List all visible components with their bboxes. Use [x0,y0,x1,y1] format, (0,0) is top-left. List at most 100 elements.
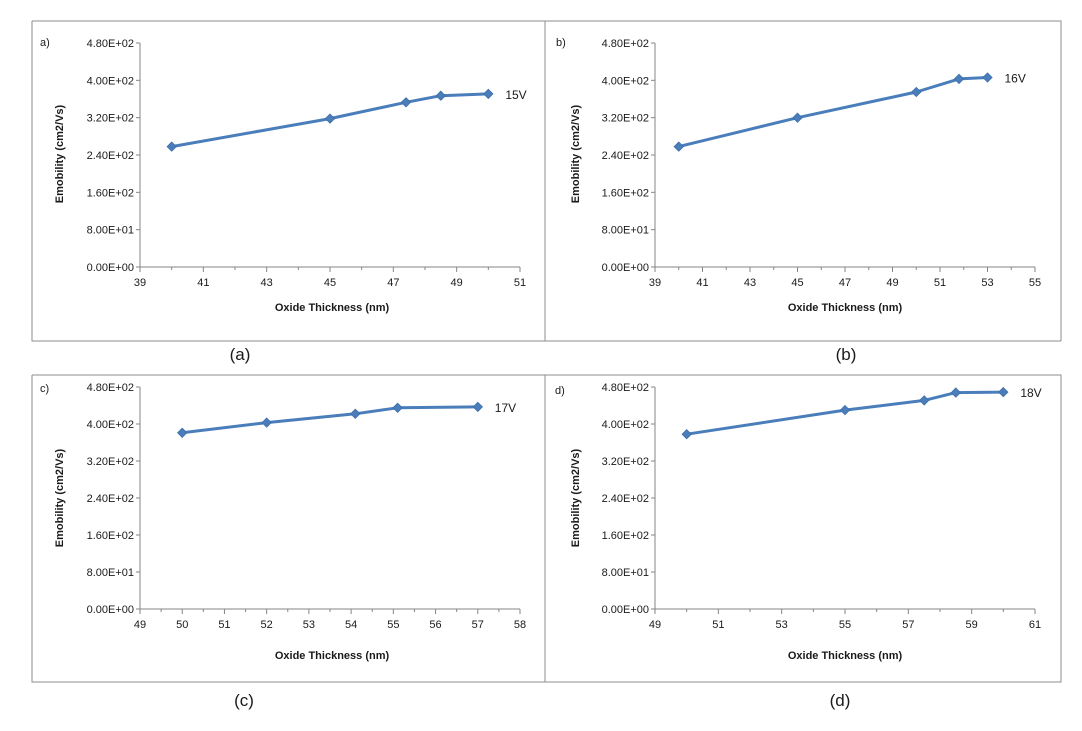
panel-b-series-line [677,76,989,149]
panel-d-data-point [950,387,961,398]
panel-c-y-tick-label: 8.00E+01 [87,567,134,579]
panel-a-y-tick-label: 0.00E+00 [87,262,134,274]
panel-b-ylabel: Emobility (cm2/Vs) [570,104,582,203]
panel-b-y-tick-label: 8.00E+01 [602,225,649,237]
panel-a-x-tick-label: 49 [451,277,463,289]
panel-a-caption: (a) [230,345,251,364]
panel-c-xlabel: Oxide Thickness (nm) [275,650,390,662]
panel-a-x-tick-label: 45 [324,277,336,289]
panel-d-x-tick-label: 61 [1029,619,1041,631]
frame-bottom-right [545,374,1062,683]
panel-a-data-point [435,90,446,101]
panel-c-x-tick-label: 52 [261,619,273,631]
panel-a-x-tick-label: 43 [261,277,273,289]
panel-b-caption: (b) [836,345,857,364]
panel-a-y-tick-label: 3.20E+02 [87,113,134,125]
panel-d-y-tick-label: 1.60E+02 [602,530,649,542]
panel-a-tag: a) [40,37,50,49]
panel-b-y-tick-label: 4.00E+02 [602,75,649,87]
panel-a-data-point [324,113,336,124]
panel-a: a) 0.00E+00 8.00E+01 1.60E+02 2.40E+02 3.20E… [40,37,527,364]
panel-b-y-tick-label: 4.80E+02 [602,38,649,50]
panel-a-xlabel: Oxide Thickness (nm) [275,302,390,314]
panel-d-data-point [998,386,1009,398]
panel-d-caption: (d) [830,691,851,710]
panel-d-y-tick-label: 4.80E+02 [602,382,649,394]
panel-a-data-point [483,88,494,100]
panel-b-x-tick-label: 39 [649,277,661,289]
panel-c-x-tick-label: 58 [514,619,526,631]
panel-c-y-tick-label: 4.80E+02 [87,382,134,394]
panel-c-x-tick-label: 50 [176,619,188,631]
panel-c-tag: c) [40,383,49,395]
panel-b-x-tick-label: 45 [791,277,803,289]
panel-a-x-tick-label: 39 [134,277,146,289]
panel-a-ylabel: Emobility (cm2/Vs) [54,104,66,203]
panel-a-y-tick-label: 8.00E+01 [87,225,134,237]
panel-a-y-tick-label: 4.00E+02 [87,75,134,87]
panel-b-series-label: 16V [1005,72,1026,86]
panel-c-y-tick-label: 1.60E+02 [87,530,134,542]
panel-a-series-label: 15V [505,88,526,102]
panel-d-xlabel: Oxide Thickness (nm) [788,650,903,662]
panel-b-data-point [982,72,993,83]
panel-d-x-tick-label: 59 [966,619,978,631]
panel-b-y-tick-label: 3.20E+02 [602,113,649,125]
panel-d-plot: 0.00E+00 8.00E+01 1.60E+02 2.40E+02 3.20E+02… [602,382,1042,631]
panel-a-x-tick-label: 51 [514,277,526,289]
panel-d-data-point [919,395,930,406]
panel-b-x-tick-label: 51 [934,277,946,289]
frame-top-left [31,20,546,342]
panel-a-data-point [400,97,412,108]
panel-c-y-tick-label: 0.00E+00 [87,604,134,616]
panel-d-x-tick-label: 51 [712,619,724,631]
panel-b-x-tick-label: 41 [696,277,708,289]
panel-b-x-tick-label: 53 [981,277,993,289]
panel-c-data-point [177,427,188,438]
panel-a-y-tick-label: 2.40E+02 [87,150,134,162]
panel-b-plot: 0.00E+00 8.00E+01 1.60E+02 2.40E+02 3.20E+02… [602,38,1042,289]
panel-b-y-tick-label: 0.00E+00 [602,262,649,274]
panel-d-y-tick-label: 0.00E+00 [602,604,649,616]
panel-c-data-point [472,401,483,413]
panel-d-x-tick-label: 49 [649,619,661,631]
panel-c-y-tick-label: 3.20E+02 [87,456,134,468]
panel-b-x-tick-label: 47 [839,277,851,289]
panel-d-data-point [839,404,851,416]
panel-c-x-tick-label: 55 [387,619,399,631]
panel-c-series-label: 17V [495,401,516,415]
panel-d-y-tick-label: 3.20E+02 [602,456,649,468]
panel-d-x-tick-label: 57 [902,619,914,631]
panel-d-ylabel: Emobility (cm2/Vs) [570,448,582,547]
panel-b-tag: b) [556,37,566,49]
panel-d-x-tick-label: 53 [776,619,788,631]
panel-b-data-point [953,73,965,85]
panel-b-x-tick-label: 55 [1029,277,1041,289]
panel-c-series-line [180,405,480,435]
panel-d-series-label: 18V [1020,386,1041,400]
panel-b: b) 0.00E+00 8.00E+01 1.60E+02 2.40E+02 3.20E… [556,37,1041,364]
frame-top-right [545,20,1062,341]
panel-d: d) 0.00E+00 8.00E+01 1.60E+02 2.40E+02 3.20E… [555,382,1042,710]
panel-c-x-tick-label: 57 [472,619,484,631]
panel-c-x-tick-label: 53 [303,619,315,631]
panel-b-y-tick-label: 2.40E+02 [602,150,649,162]
panel-a-plot: 0.00E+00 8.00E+01 1.60E+02 2.40E+02 3.20E+02… [87,38,527,289]
panel-d-y-tick-label: 4.00E+02 [602,419,649,431]
panel-b-xlabel: Oxide Thickness (nm) [788,302,903,314]
panel-d-y-tick-label: 8.00E+01 [602,567,649,579]
panel-c-x-tick-label: 49 [134,619,146,631]
panel-b-x-tick-label: 43 [744,277,756,289]
panel-a-y-tick-label: 1.60E+02 [87,187,134,199]
panel-c-data-point [392,402,403,413]
panel-c-ylabel: Emobility (cm2/Vs) [54,448,66,547]
panel-c-x-tick-label: 51 [218,619,230,631]
panel-d-tag: d) [555,385,565,397]
panel-c-caption: (c) [234,691,254,710]
panel-d-y-tick-label: 2.40E+02 [602,493,649,505]
panel-b-x-tick-label: 49 [886,277,898,289]
panel-c-data-point [261,417,272,428]
panel-a-x-tick-label: 47 [387,277,399,289]
panel-a-y-tick-label: 4.80E+02 [87,38,134,50]
panel-a-data-point [166,141,177,152]
